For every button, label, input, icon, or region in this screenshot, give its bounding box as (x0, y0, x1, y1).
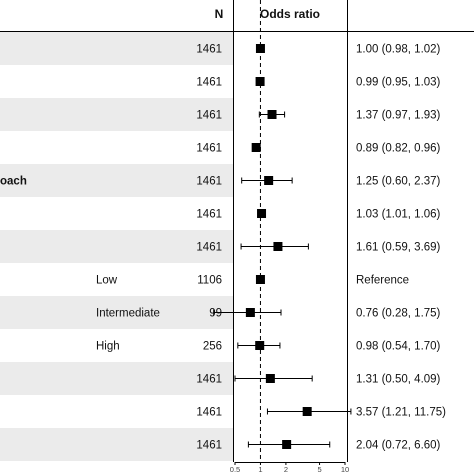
row-stripe (0, 428, 233, 461)
odds-ratio-marker (264, 176, 274, 185)
row-stripe (0, 230, 233, 263)
row-estimate: 0.89 (0.82, 0.96) (356, 143, 441, 155)
odds-ratio-marker (273, 242, 283, 251)
row-estimate: 1.25 (0.60, 2.37) (356, 176, 441, 188)
table-rows: 1461 1.00 (0.98, 1.02) 1461 0.99 (0.95, 1.0… (0, 44, 446, 452)
x-tick-label: 10 (341, 465, 349, 474)
row-estimate: 1.00 (0.98, 1.02) (356, 44, 441, 56)
odds-ratio-marker (251, 143, 261, 152)
row-estimate: 0.98 (0.54, 1.70) (356, 341, 441, 353)
odds-ratio-marker (255, 275, 265, 284)
odds-ratio-marker (267, 110, 277, 119)
row-n: 1106 (197, 275, 222, 287)
row-n: 99 (209, 308, 222, 320)
row-estimate: 1.61 (0.59, 3.69) (356, 242, 441, 254)
row-n: 1461 (196, 44, 222, 56)
row-sublabel: High (96, 341, 120, 353)
odds-ratio-marker (255, 44, 265, 53)
row-n: 1461 (196, 143, 222, 155)
odds-ratio-marker (302, 407, 312, 416)
row-n: 1461 (196, 242, 222, 254)
row-estimate: 0.76 (0.28, 1.75) (356, 308, 441, 320)
odds-ratio-marker (255, 341, 265, 350)
odds-ratio-marker (265, 374, 275, 383)
odds-ratio-marker (245, 308, 255, 317)
row-stripe (0, 32, 233, 65)
row-label: oach (0, 176, 27, 188)
row-estimate: 0.99 (0.95, 1.03) (356, 77, 441, 89)
row-estimate: 1.03 (1.01, 1.06) (356, 209, 441, 221)
row-estimate: 3.57 (1.21, 11.75) (356, 407, 446, 419)
x-tick-label: 0.5 (230, 465, 240, 474)
row-stripes (0, 32, 233, 461)
row-estimate: 2.04 (0.72, 6.60) (356, 440, 441, 452)
x-tick-label: 2 (284, 465, 288, 474)
row-n: 256 (203, 341, 222, 353)
row-n: 1461 (196, 407, 222, 419)
odds-ratio-marker (257, 209, 267, 218)
row-sublabel: Low (96, 275, 118, 287)
x-tick-label: 1 (258, 465, 262, 474)
odds-ratio-marker (255, 77, 265, 86)
row-n: 1461 (196, 176, 222, 188)
row-stripe (0, 296, 233, 329)
n-column-header: N (215, 7, 224, 21)
row-estimate: Reference (356, 275, 409, 287)
odds-ratio-column-header: Odds ratio (260, 7, 320, 21)
row-n: 1461 (196, 110, 222, 122)
row-sublabel: Intermediate (96, 308, 160, 320)
row-stripe (0, 362, 233, 395)
row-stripe (0, 98, 233, 131)
row-estimate: 1.31 (0.50, 4.09) (356, 374, 441, 386)
row-n: 1461 (196, 440, 222, 452)
row-n: 1461 (196, 374, 222, 386)
odds-ratio-marker (282, 440, 292, 449)
row-stripe (0, 164, 233, 197)
x-axis: 0.5 1 2 5 10 (230, 462, 349, 474)
row-n: 1461 (196, 209, 222, 221)
row-n: 1461 (196, 77, 222, 89)
x-tick-label: 5 (317, 465, 321, 474)
row-estimate: 1.37 (0.97, 1.93) (356, 110, 441, 122)
